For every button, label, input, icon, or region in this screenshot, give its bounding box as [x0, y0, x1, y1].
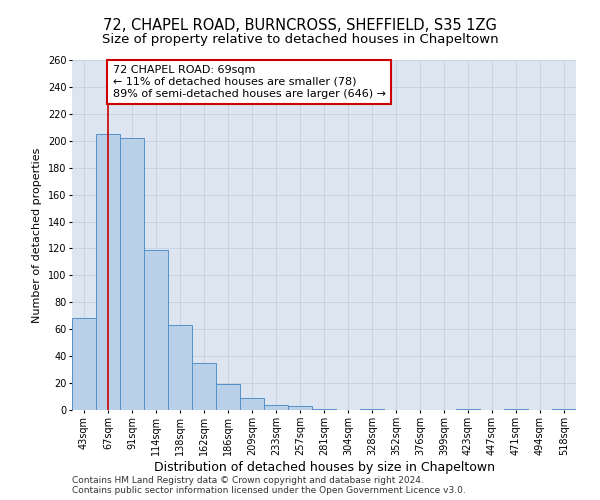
Bar: [456, 408, 480, 410]
Bar: [264, 404, 288, 410]
Bar: [504, 408, 528, 410]
Bar: [288, 406, 312, 410]
Y-axis label: Number of detached properties: Number of detached properties: [32, 148, 42, 322]
Bar: [120, 138, 144, 410]
Bar: [552, 408, 576, 410]
X-axis label: Distribution of detached houses by size in Chapeltown: Distribution of detached houses by size …: [154, 460, 494, 473]
Text: Size of property relative to detached houses in Chapeltown: Size of property relative to detached ho…: [101, 32, 499, 46]
Bar: [312, 408, 336, 410]
Bar: [144, 250, 168, 410]
Bar: [192, 363, 216, 410]
Text: Contains HM Land Registry data © Crown copyright and database right 2024.: Contains HM Land Registry data © Crown c…: [72, 476, 424, 485]
Text: 72 CHAPEL ROAD: 69sqm
← 11% of detached houses are smaller (78)
89% of semi-deta: 72 CHAPEL ROAD: 69sqm ← 11% of detached …: [113, 66, 386, 98]
Bar: [360, 408, 384, 410]
Bar: [240, 398, 264, 410]
Bar: [168, 325, 192, 410]
Text: Contains public sector information licensed under the Open Government Licence v3: Contains public sector information licen…: [72, 486, 466, 495]
Bar: [72, 318, 96, 410]
Bar: [96, 134, 120, 410]
Text: 72, CHAPEL ROAD, BURNCROSS, SHEFFIELD, S35 1ZG: 72, CHAPEL ROAD, BURNCROSS, SHEFFIELD, S…: [103, 18, 497, 32]
Bar: [216, 384, 240, 410]
